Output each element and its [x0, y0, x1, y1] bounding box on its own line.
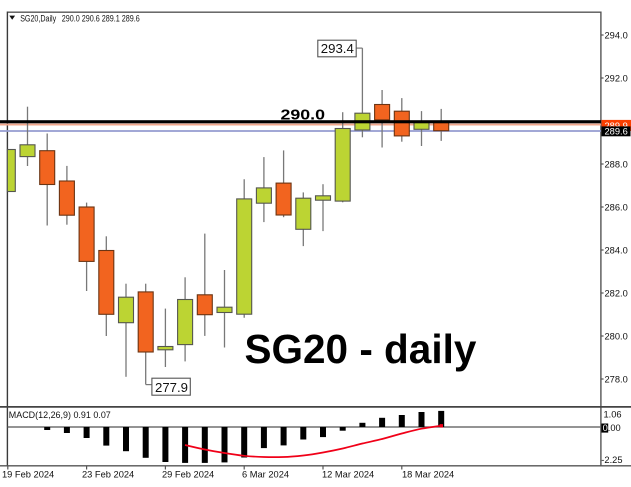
svg-text:286.0: 286.0 — [605, 202, 628, 212]
svg-text:278.0: 278.0 — [605, 374, 628, 384]
svg-text:18 Mar 2024: 18 Mar 2024 — [402, 469, 454, 479]
svg-text:12 Mar 2024: 12 Mar 2024 — [322, 469, 374, 479]
svg-text:282.0: 282.0 — [605, 288, 628, 298]
svg-text:290.0 290.6 289.1 289.6: 290.0 290.6 289.1 289.6 — [62, 13, 140, 23]
svg-text:290.0: 290.0 — [281, 106, 326, 123]
svg-text:288.0: 288.0 — [605, 159, 628, 169]
svg-text:284.0: 284.0 — [605, 245, 628, 255]
svg-text:293.4: 293.4 — [321, 42, 354, 56]
svg-text:MACD(12,26,9) 0.91 0.07: MACD(12,26,9) 0.91 0.07 — [9, 410, 111, 420]
svg-text:29 Feb 2024: 29 Feb 2024 — [162, 469, 214, 479]
svg-text:277.9: 277.9 — [155, 381, 188, 395]
svg-text:289.6: 289.6 — [605, 127, 628, 137]
svg-text:SG20 - daily: SG20 - daily — [245, 326, 477, 372]
svg-text:SG20,Daily: SG20,Daily — [20, 13, 56, 23]
svg-text:.00: .00 — [608, 423, 621, 433]
svg-text:294.0: 294.0 — [605, 30, 628, 40]
svg-text:23 Feb 2024: 23 Feb 2024 — [82, 469, 134, 479]
svg-text:19 Feb 2024: 19 Feb 2024 — [2, 469, 54, 479]
svg-text:280.0: 280.0 — [605, 331, 628, 341]
svg-text:6 Mar 2024: 6 Mar 2024 — [242, 469, 289, 479]
svg-text:292.0: 292.0 — [605, 73, 628, 83]
svg-text:1.06: 1.06 — [604, 409, 622, 419]
svg-text:-2.25: -2.25 — [601, 455, 622, 465]
